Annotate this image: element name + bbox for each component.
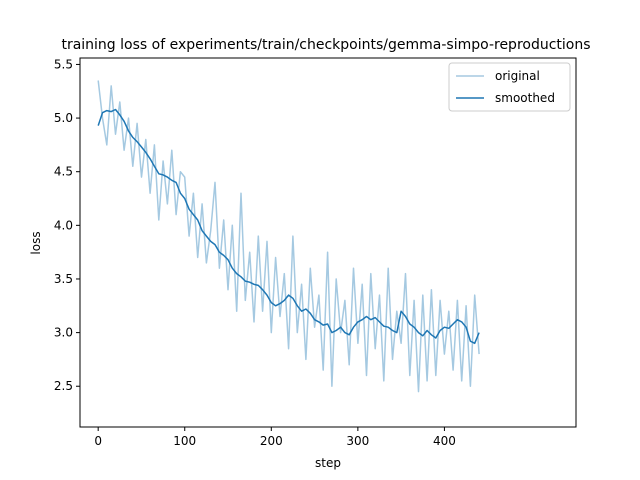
- x-tick-label: 0: [94, 434, 102, 448]
- y-tick-label: 3.5: [54, 272, 73, 286]
- y-axis-label: loss: [29, 231, 43, 254]
- series-line-smoothed: [97, 108, 480, 345]
- x-tick-label: 100: [173, 434, 196, 448]
- x-axis-label: step: [315, 456, 341, 470]
- legend-label-original: original: [495, 69, 540, 83]
- legend: original smoothed: [448, 62, 571, 112]
- legend-label-smoothed: smoothed: [495, 91, 555, 105]
- series-layer: [97, 80, 480, 393]
- y-axis: 2.5 3.0 3.5 4.0 4.5 5.0 5.5: [54, 57, 80, 393]
- legend-box: [448, 62, 571, 112]
- series-line-original: [97, 80, 480, 393]
- x-tick-label: 400: [433, 434, 456, 448]
- plot-frame: [79, 57, 577, 428]
- y-tick-label: 4.0: [54, 218, 73, 232]
- y-tick-label: 4.5: [54, 165, 73, 179]
- x-axis: 0 100 200 300 400: [94, 427, 456, 448]
- y-tick-label: 3.0: [54, 326, 73, 340]
- y-tick-label: 2.5: [54, 379, 73, 393]
- y-tick-label: 5.5: [54, 57, 73, 71]
- chart-title: training loss of experiments/train/check…: [61, 37, 590, 53]
- y-tick-label: 5.0: [54, 111, 73, 125]
- x-tick-label: 200: [260, 434, 283, 448]
- x-tick-label: 300: [346, 434, 369, 448]
